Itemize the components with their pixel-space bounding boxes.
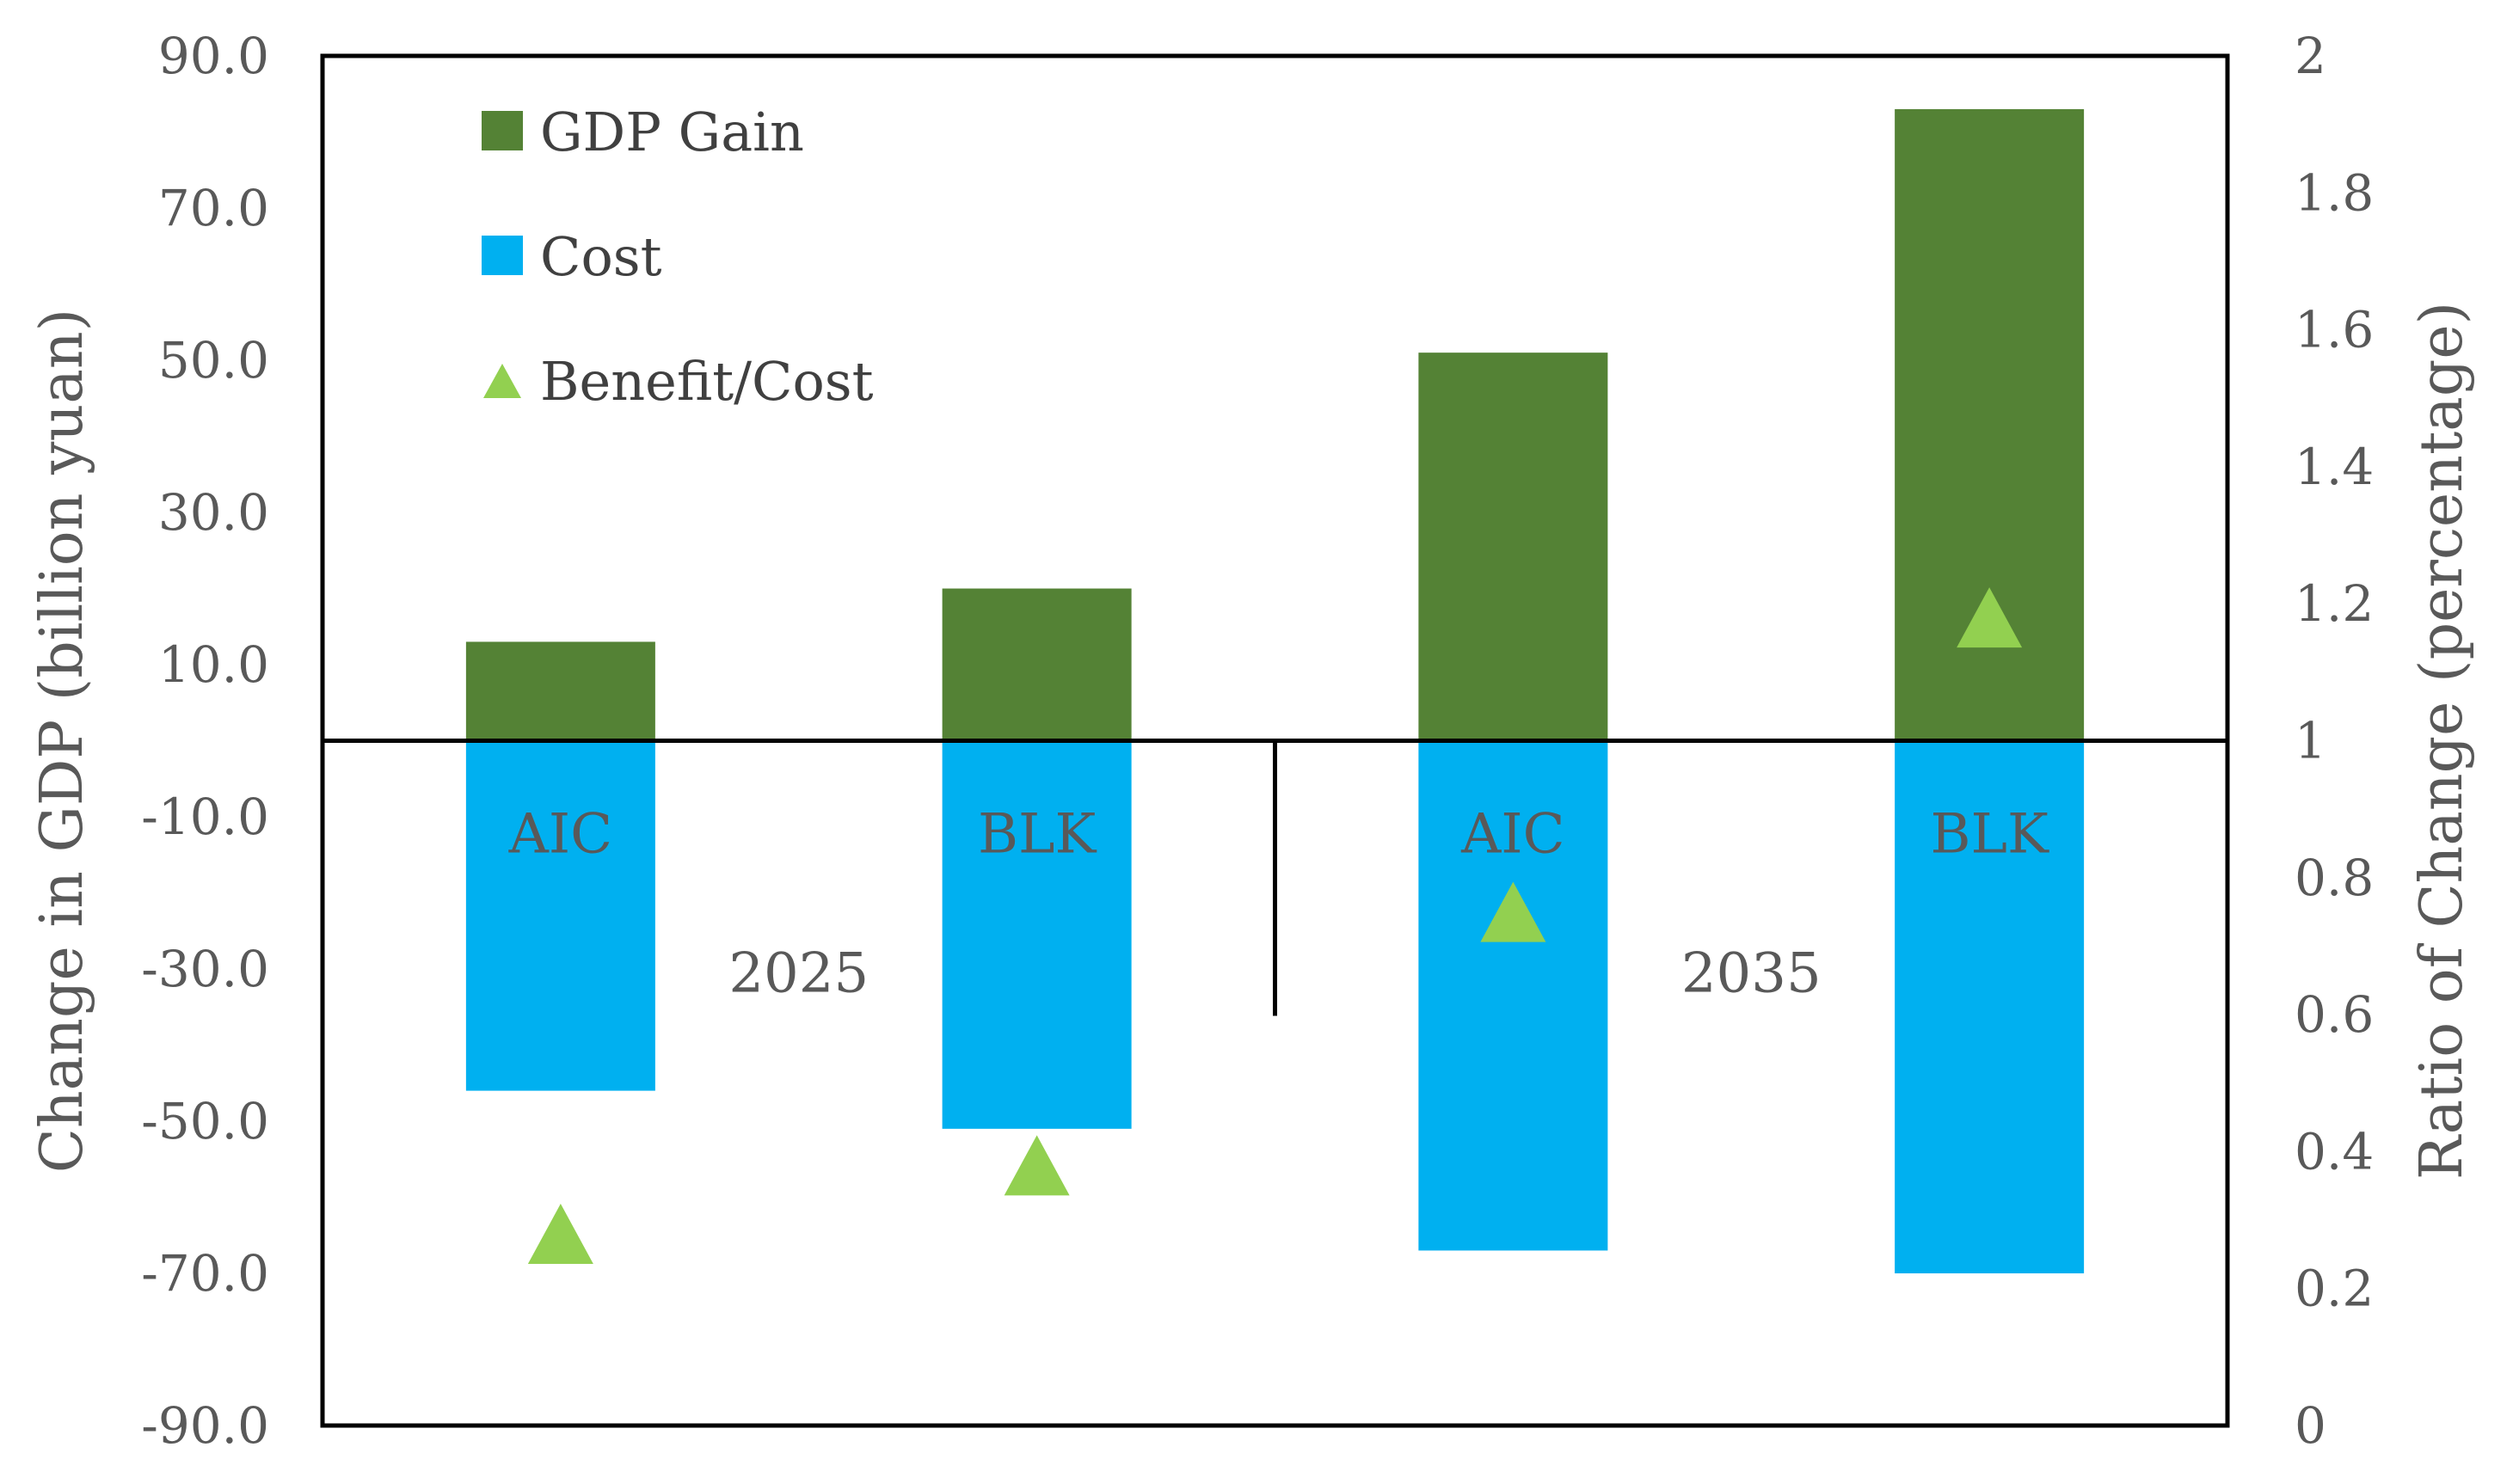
right-axis-ticks: 2 1.8 1.6 1.4 1.2 1 0.8 0.6 0.4 0.2 0 (2295, 27, 2374, 1455)
category-labels: AIC BLK AIC BLK (508, 803, 2049, 867)
legend-label: GDP Gain (540, 101, 804, 163)
left-tick-label: 30.0 (158, 483, 269, 542)
y-axis-title: Change in GDP (billion yuan) (28, 309, 96, 1173)
benefit-cost-marker (1957, 587, 2023, 648)
left-axis-ticks: 90.0 70.0 50.0 30.0 10.0 -10.0 -30.0 -50.0 -70.0… (141, 27, 269, 1455)
left-tick-label: 50.0 (158, 331, 269, 389)
category-label: BLK (1930, 803, 2049, 867)
right-tick-label: 1.6 (2295, 301, 2374, 359)
group-labels: 2025 2035 (728, 942, 1821, 1006)
left-tick-label: 70.0 (158, 179, 269, 237)
legend-swatch (482, 111, 523, 150)
markers-layer (527, 587, 2023, 1264)
bar-cost (1895, 740, 2085, 1273)
left-tick-label: 10.0 (158, 635, 269, 694)
bar-cost (1418, 740, 1608, 1251)
left-tick-label: -90.0 (141, 1396, 269, 1455)
right-tick-label: 1.4 (2295, 438, 2374, 496)
legend: GDP Gain Cost Benefit/Cost (482, 101, 874, 413)
right-tick-label: 0.4 (2295, 1122, 2374, 1180)
right-tick-label: 1.8 (2295, 163, 2374, 222)
right-tick-label: 1 (2295, 712, 2326, 770)
benefit-cost-marker (1480, 881, 1546, 942)
group-label: 2035 (1681, 942, 1822, 1006)
legend-swatch (482, 236, 523, 275)
left-tick-label: 90.0 (158, 27, 269, 85)
legend-label: Cost (540, 225, 662, 288)
left-tick-label: -70.0 (141, 1244, 269, 1303)
bar-cost (942, 740, 1132, 1129)
benefit-cost-marker (1004, 1135, 1070, 1196)
right-tick-label: 0.6 (2295, 985, 2374, 1044)
legend-triangle (483, 364, 521, 398)
left-tick-label: -10.0 (141, 788, 269, 846)
right-tick-label: 1.2 (2295, 574, 2374, 633)
right-tick-label: 0 (2295, 1396, 2326, 1455)
category-label: AIC (508, 803, 612, 867)
right-tick-label: 0.8 (2295, 849, 2374, 907)
bar-gdp-gain (465, 641, 655, 741)
legend-label: Benefit/Cost (540, 350, 874, 413)
category-label: AIC (1460, 803, 1564, 867)
bar-gdp-gain (1418, 353, 1608, 741)
right-tick-label: 0.2 (2295, 1260, 2374, 1318)
left-tick-label: -50.0 (141, 1092, 269, 1150)
group-label: 2025 (728, 942, 869, 1006)
category-label: BLK (978, 803, 1097, 867)
bar-cost (465, 740, 655, 1091)
bar-gdp-gain (942, 588, 1132, 741)
bars-layer (465, 108, 2085, 1273)
benefit-cost-marker (527, 1203, 593, 1264)
left-tick-label: -30.0 (141, 940, 269, 998)
right-tick-label: 2 (2295, 27, 2326, 85)
y2-axis-title: Ratio of Change (percentage) (2408, 302, 2476, 1180)
